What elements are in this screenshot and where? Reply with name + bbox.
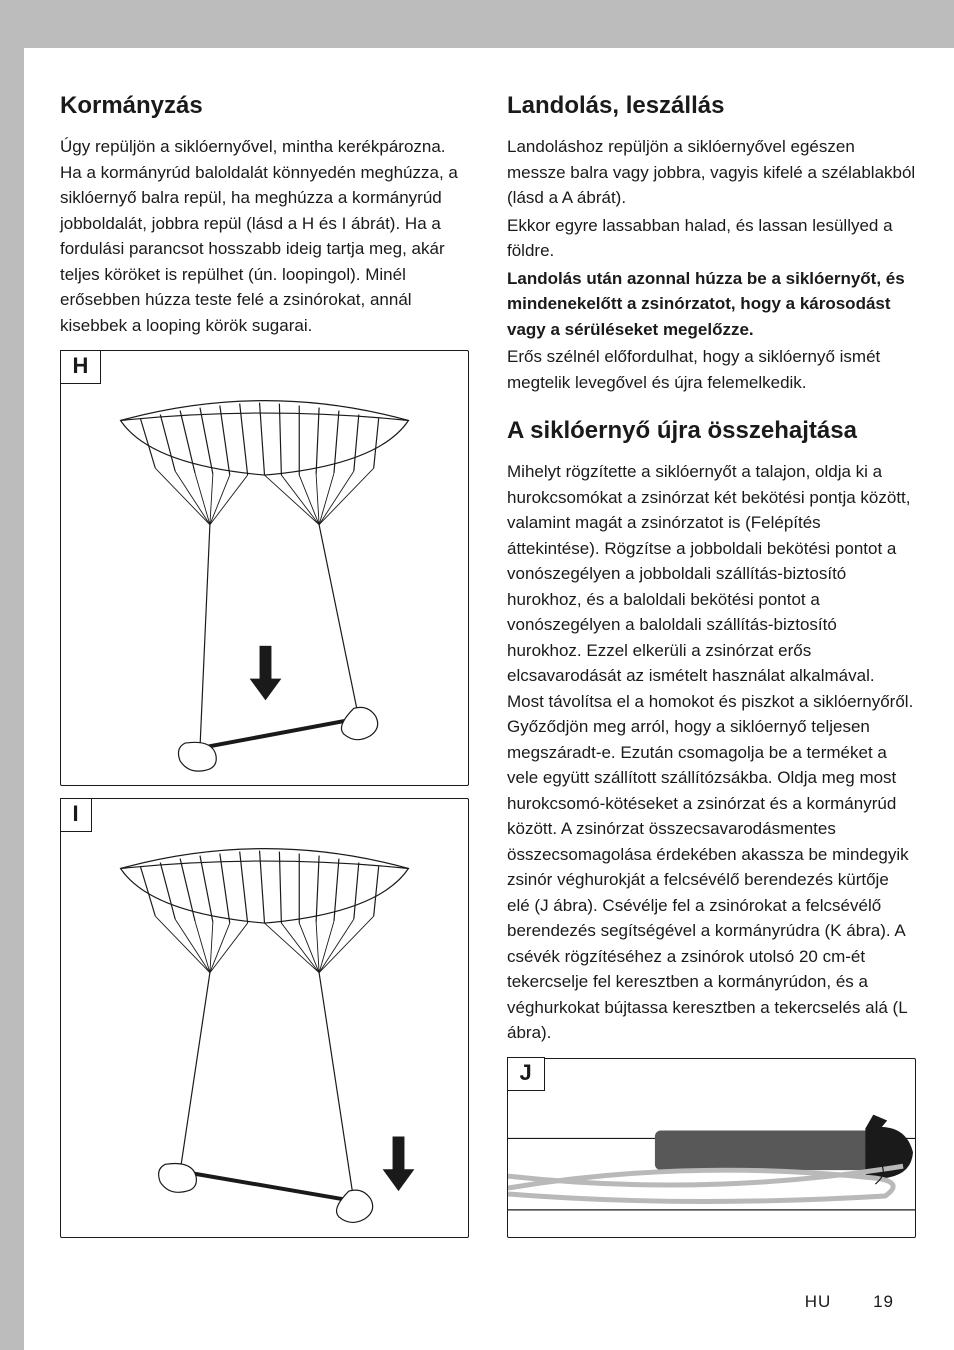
figure-h-illustration bbox=[61, 351, 468, 784]
left-column: Kormányzás Úgy repüljön a siklóernyővel,… bbox=[60, 88, 469, 1238]
page-footer: HU 19 bbox=[805, 1289, 894, 1315]
figure-i-illustration bbox=[61, 799, 468, 1236]
footer-lang: HU bbox=[805, 1292, 832, 1311]
figure-j-label: J bbox=[507, 1057, 545, 1091]
figure-i-label: I bbox=[60, 798, 92, 832]
figure-i: I bbox=[60, 798, 469, 1238]
page-content: Kormányzás Úgy repüljön a siklóernyővel,… bbox=[24, 48, 954, 1238]
heading-landing: Landolás, leszállás bbox=[507, 88, 916, 124]
figure-j-illustration bbox=[508, 1059, 915, 1238]
right-column: Landolás, leszállás Landoláshoz repüljön… bbox=[507, 88, 916, 1238]
paragraph-landing-2: Ekkor egyre lassabban halad, és lassan l… bbox=[507, 213, 916, 264]
paragraph-landing-1: Landoláshoz repüljön a siklóernyővel egé… bbox=[507, 134, 916, 211]
paragraph-landing-3: Erős szélnél előfordulhat, hogy a siklóe… bbox=[507, 344, 916, 395]
figure-j: J bbox=[507, 1058, 916, 1238]
paragraph-folding: Mihelyt rögzítette a siklóernyőt a talaj… bbox=[507, 459, 916, 1046]
footer-page-number: 19 bbox=[873, 1292, 894, 1311]
figure-h: H bbox=[60, 350, 469, 786]
header-bar bbox=[0, 0, 954, 48]
paragraph-landing-warning: Landolás után azonnal húzza be a siklóer… bbox=[507, 266, 916, 343]
heading-folding: A siklóernyő újra összehajtása bbox=[507, 413, 916, 449]
figure-h-label: H bbox=[60, 350, 102, 384]
paragraph-steering: Úgy repüljön a siklóernyővel, mintha ker… bbox=[60, 134, 469, 338]
left-margin-bar bbox=[0, 0, 24, 1350]
heading-steering: Kormányzás bbox=[60, 88, 469, 124]
